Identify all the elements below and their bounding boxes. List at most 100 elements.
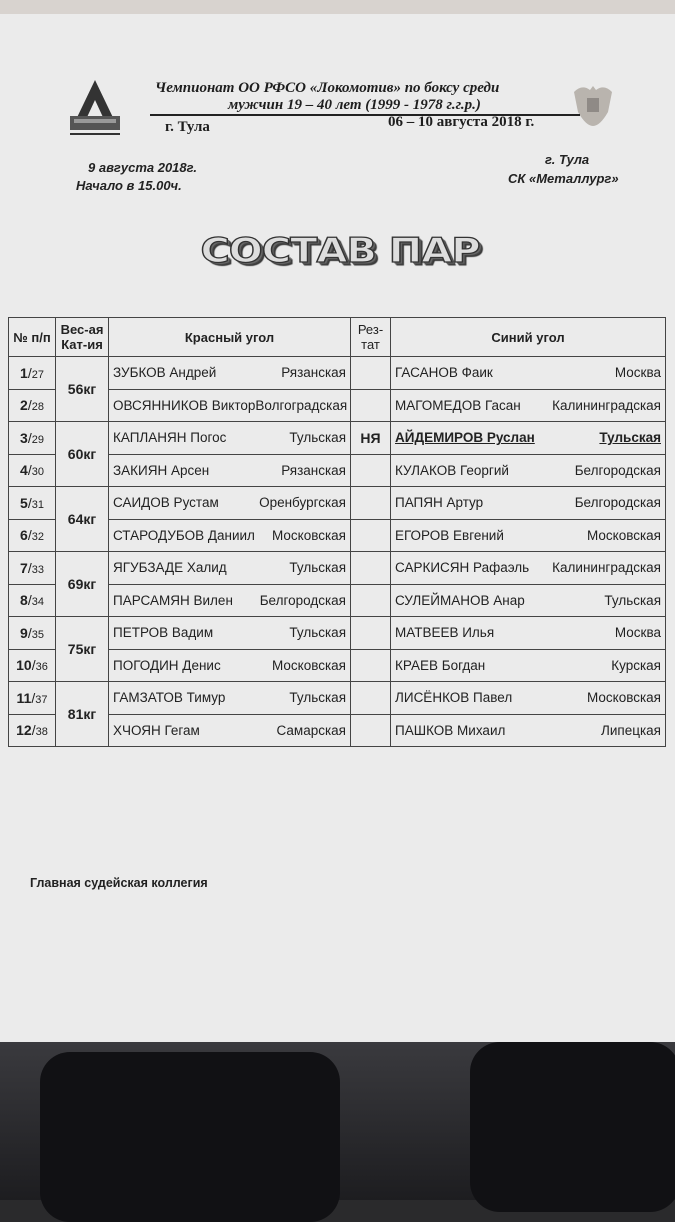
weight-category: 75кг bbox=[55, 616, 109, 682]
red-boxer-region: Белгородская bbox=[259, 592, 346, 608]
dark-object bbox=[470, 1042, 675, 1212]
red-boxer-region: Тульская bbox=[289, 690, 346, 706]
championship-title-line1: Чемпионат ОО РФСО «Локомотив» по боксу с… bbox=[155, 80, 500, 96]
header-city: г. Тула bbox=[165, 119, 210, 135]
result-cell bbox=[350, 356, 391, 390]
red-boxer-region: Оренбургская bbox=[259, 495, 346, 511]
blue-boxer-name: КРАЕВ Богдан bbox=[395, 657, 486, 673]
red-boxer-name: САИДОВ Рустам bbox=[113, 495, 219, 511]
red-boxer-name: ЯГУБЗАДЕ Халид bbox=[113, 560, 227, 576]
result-cell bbox=[350, 648, 391, 682]
blue-boxer-name: ГАСАНОВ Фаик bbox=[395, 365, 493, 381]
championship-title-line2: мужчин 19 – 40 лет (1999 - 1978 г.г.р.) bbox=[228, 97, 481, 113]
blue-corner-cell: ПАШКОВ Михаил Липецкая bbox=[390, 713, 666, 747]
header-divider bbox=[150, 114, 580, 116]
table-header-row: № п/п Вес-ая Кат-ия Красный угол Рез-тат… bbox=[8, 317, 666, 357]
blue-boxer-region: Тульская bbox=[599, 430, 661, 446]
header-result: Рез-тат bbox=[350, 317, 391, 357]
red-boxer-name: КАПЛАНЯН Погос bbox=[113, 430, 227, 446]
blue-boxer-name: ЕГОРОВ Евгений bbox=[395, 527, 504, 543]
red-boxer-name: ЗАКИЯН Арсен bbox=[113, 462, 210, 478]
background-floor bbox=[0, 1042, 675, 1222]
blue-boxer-region: Москва bbox=[614, 625, 661, 641]
table-row: 3/29 60кг КАПЛАНЯН Погос Тульская НЯ АЙДЕМИРО… bbox=[8, 421, 666, 487]
result-cell bbox=[350, 486, 391, 520]
pair-number: 11/37 bbox=[8, 681, 56, 715]
result-cell bbox=[350, 453, 391, 487]
background-wall bbox=[0, 0, 675, 16]
pair-number: 8/34 bbox=[8, 583, 56, 617]
red-corner-cell: ОВСЯННИКОВ Виктор Волгоградская bbox=[108, 388, 351, 422]
page-title: СОСТАВ ПАР bbox=[200, 231, 482, 271]
red-corner-cell: ЗУБКОВ Андрей Рязанская bbox=[108, 356, 351, 390]
red-corner-cell: САИДОВ Рустам Оренбургская bbox=[108, 486, 351, 520]
blue-boxer-name: МАГОМЕДОВ Гасан bbox=[395, 397, 521, 413]
header-weight: Вес-ая Кат-ия bbox=[55, 317, 109, 357]
red-boxer-region: Волгоградская bbox=[255, 397, 348, 413]
red-boxer-region: Тульская bbox=[289, 625, 346, 641]
weight-category: 69кг bbox=[55, 551, 109, 617]
blue-boxer-name: КУЛАКОВ Георгий bbox=[395, 462, 509, 478]
event-date: 9 августа 2018г. bbox=[88, 160, 198, 175]
red-corner-cell: ХЧОЯН Гегам Самарская bbox=[108, 713, 351, 747]
blue-boxer-name: МАТВЕЕВ Илья bbox=[395, 625, 495, 641]
blue-boxer-name: СУЛЕЙМАНОВ Анар bbox=[395, 592, 525, 608]
chief-judges-label: Главная судейская коллегия bbox=[30, 876, 208, 890]
table-row: 4/30 ЗАКИЯН Арсен Рязанская КУЛАКОВ Георгий… bbox=[8, 453, 666, 487]
blue-boxer-name: АЙДЕМИРОВ Руслан bbox=[395, 430, 535, 446]
result-cell: НЯ bbox=[350, 421, 391, 455]
blue-boxer-name: ПАШКОВ Михаил bbox=[395, 722, 506, 738]
blue-boxer-name: ЛИСЁНКОВ Павел bbox=[395, 690, 513, 706]
blue-corner-cell: КУЛАКОВ Георгий Белгородская bbox=[390, 453, 666, 487]
red-corner-cell: ЯГУБЗАДЕ Халид Тульская bbox=[108, 551, 351, 585]
table-row: 6/32 СТАРОДУБОВ Даниил Московская ЕГОРОВ Ев… bbox=[8, 518, 666, 552]
weight-category: 56кг bbox=[55, 356, 109, 422]
pair-number: 7/33 bbox=[8, 551, 56, 585]
red-boxer-name: ЗУБКОВ Андрей bbox=[113, 365, 217, 381]
red-boxer-region: Рязанская bbox=[281, 462, 346, 478]
red-boxer-name: ПЕТРОВ Вадим bbox=[113, 625, 214, 641]
weight-category: 81кг bbox=[55, 681, 109, 747]
pair-number: 4/30 bbox=[8, 453, 56, 487]
table-row: 9/35 75кг ПЕТРОВ Вадим Тульская МАТВЕЕВ Илья… bbox=[8, 616, 666, 682]
red-boxer-name: ХЧОЯН Гегам bbox=[113, 722, 200, 738]
blue-boxer-region: Белгородская bbox=[574, 495, 661, 511]
blue-corner-cell: ГАСАНОВ Фаик Москва bbox=[390, 356, 666, 390]
dark-object bbox=[40, 1052, 340, 1222]
red-boxer-region: Рязанская bbox=[281, 365, 346, 381]
table-row: 1/27 56кг ЗУБКОВ Андрей Рязанская ГАСАНОВ Фа… bbox=[8, 356, 666, 422]
red-boxer-name: ПОГОДИН Денис bbox=[113, 657, 221, 673]
blue-corner-cell: ЛИСЁНКОВ Павел Московская bbox=[390, 681, 666, 715]
red-boxer-name: ОВСЯННИКОВ Виктор bbox=[113, 397, 256, 413]
red-boxer-name: ПАРСАМЯН Вилен bbox=[113, 592, 233, 608]
blue-boxer-region: Московская bbox=[586, 690, 661, 706]
event-city: г. Тула bbox=[545, 152, 590, 167]
result-cell bbox=[350, 518, 391, 552]
pair-number: 5/31 bbox=[8, 486, 56, 520]
blue-boxer-region: Москва bbox=[614, 365, 661, 381]
pair-number: 12/38 bbox=[8, 713, 56, 747]
red-corner-cell: ПАРСАМЯН Вилен Белгородская bbox=[108, 583, 351, 617]
blue-corner-cell: СУЛЕЙМАНОВ Анар Тульская bbox=[390, 583, 666, 617]
blue-boxer-name: САРКИСЯН Рафаэль bbox=[395, 560, 530, 576]
table-row: 11/37 81кг ГАМЗАТОВ Тимур Тульская ЛИСЁНКОВ … bbox=[8, 681, 666, 747]
pairs-table: № п/п Вес-ая Кат-ия Красный угол Рез-тат… bbox=[8, 317, 666, 747]
red-boxer-region: Московская bbox=[271, 657, 346, 673]
blue-boxer-region: Белгородская bbox=[574, 462, 661, 478]
table-row: 12/38 ХЧОЯН Гегам Самарская ПАШКОВ Михаил Ли… bbox=[8, 713, 666, 747]
table-row: 7/33 69кг ЯГУБЗАДЕ Халид Тульская САРКИСЯН Р… bbox=[8, 551, 666, 617]
coat-of-arms-emblem-icon bbox=[574, 86, 612, 126]
blue-corner-cell: ПАПЯН Артур Белгородская bbox=[390, 486, 666, 520]
blue-boxer-region: Калининградская bbox=[552, 560, 661, 576]
weight-category: 64кг bbox=[55, 486, 109, 552]
blue-boxer-region: Московская bbox=[586, 527, 661, 543]
header-red-corner: Красный угол bbox=[108, 317, 351, 357]
pair-number: 6/32 bbox=[8, 518, 56, 552]
table-row: 2/28 ОВСЯННИКОВ Виктор Волгоградская МАГОМЕ… bbox=[8, 388, 666, 422]
blue-corner-cell: КРАЕВ Богдан Курская bbox=[390, 648, 666, 682]
red-boxer-name: ГАМЗАТОВ Тимур bbox=[113, 690, 226, 706]
result-cell bbox=[350, 616, 391, 650]
pair-number: 2/28 bbox=[8, 388, 56, 422]
header-blue-corner: Синий угол bbox=[390, 317, 666, 357]
blue-corner-cell: АЙДЕМИРОВ Руслан Тульская bbox=[390, 421, 666, 455]
